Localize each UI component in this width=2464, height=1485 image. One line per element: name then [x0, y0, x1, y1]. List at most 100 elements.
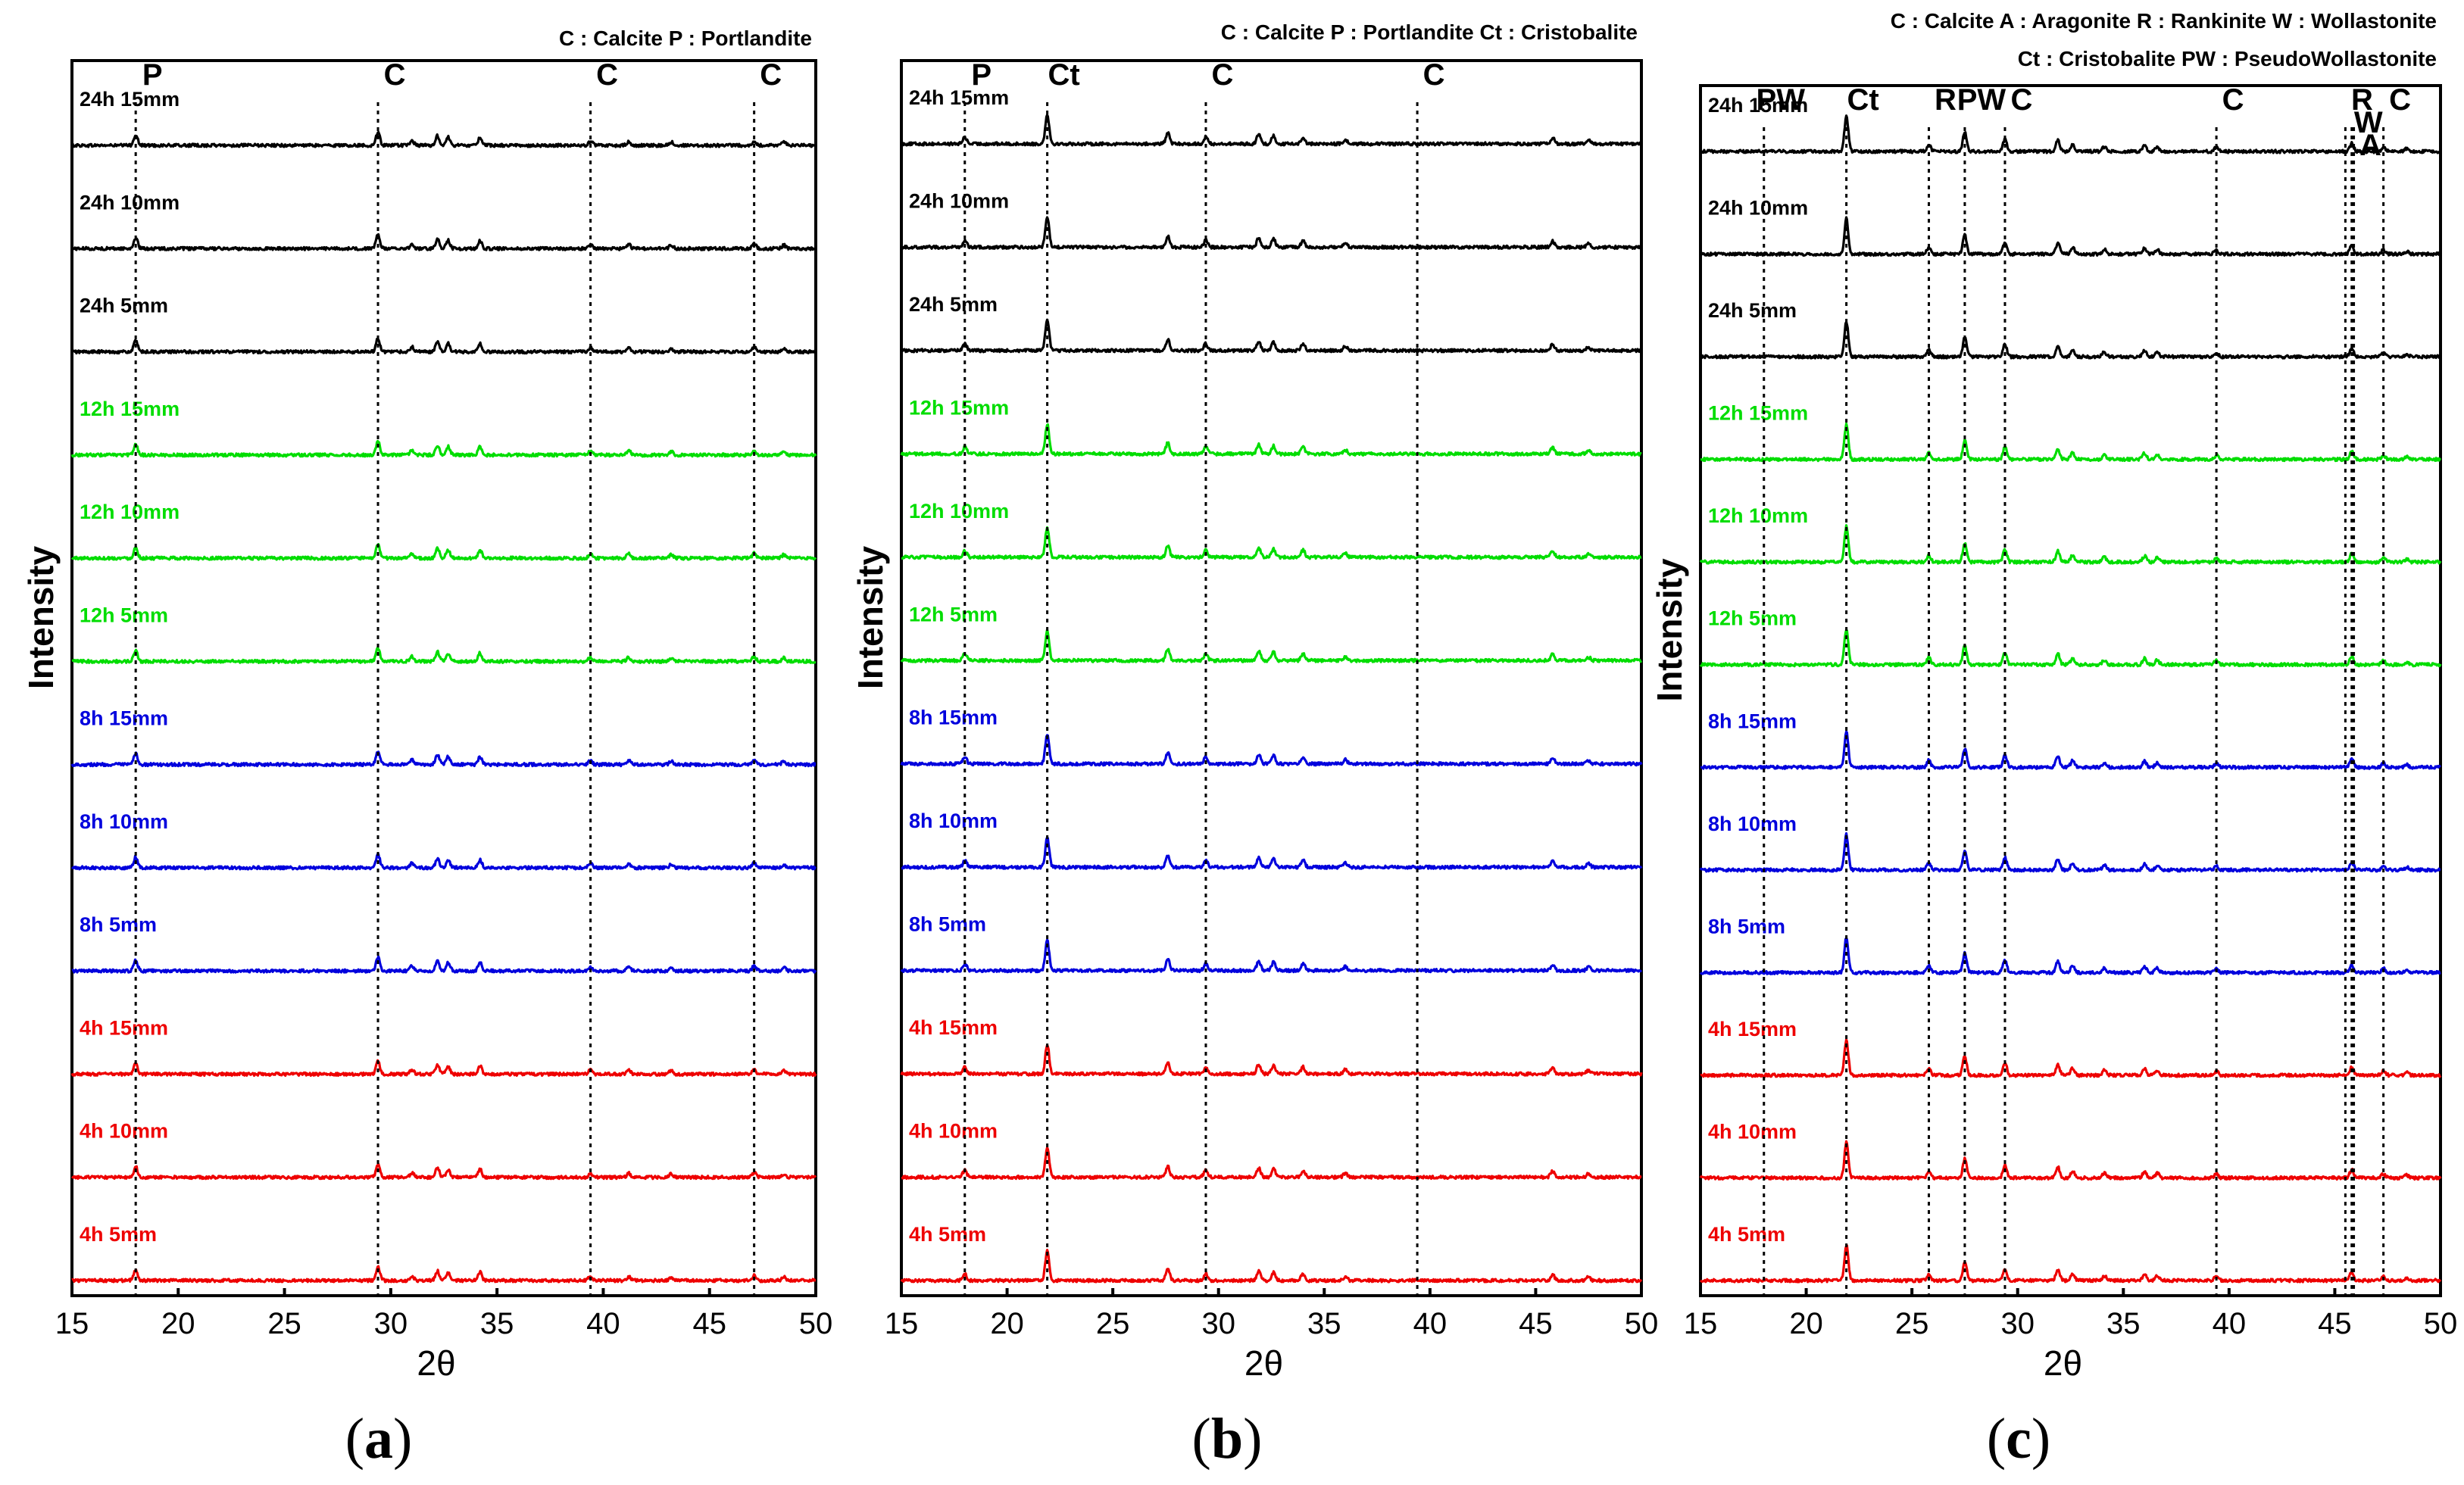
phase-marker-label: C — [1423, 58, 1445, 92]
series-name: 8h 15mm — [909, 707, 998, 729]
series-trace — [70, 543, 817, 561]
plot-frame — [900, 59, 1643, 1297]
x-tick-label: 45 — [1519, 1307, 1553, 1340]
phase-marker-label: PW — [1757, 83, 1806, 117]
phase-marker-label: C — [2222, 83, 2244, 117]
x-tick-label: 30 — [2000, 1307, 2035, 1340]
panel-label-part: c — [2006, 1407, 2031, 1471]
phase-marker-label: A — [2359, 129, 2381, 162]
x-tick-label: 30 — [374, 1307, 408, 1340]
series-trace — [71, 955, 817, 974]
panel-label-part: ) — [393, 1407, 412, 1471]
panel-label: (a) — [345, 1407, 413, 1471]
series-name: 8h 10mm — [80, 810, 168, 833]
series-trace — [901, 836, 1643, 870]
series-trace — [901, 216, 1643, 250]
series-name: 12h 5mm — [1708, 607, 1797, 630]
series-trace — [900, 1044, 1643, 1077]
x-tick-label: 35 — [1307, 1307, 1341, 1340]
phase-marker-label: C — [1212, 58, 1234, 92]
series-trace — [71, 1265, 817, 1284]
series-trace — [900, 423, 1642, 457]
series-name: 24h 10mm — [909, 189, 1009, 212]
legend-text: C : Calcite P : Portlandite — [559, 27, 812, 50]
legend-text: C : Calcite A : Aragonite R : Rankinite … — [1891, 9, 2437, 33]
series-name: 8h 5mm — [909, 913, 986, 936]
panel-label-part: ( — [1987, 1407, 2006, 1471]
series-name: 12h 15mm — [909, 396, 1009, 419]
series-name: 4h 10mm — [909, 1120, 998, 1143]
series-name: 4h 10mm — [80, 1120, 168, 1143]
x-axis-label: 2θ — [2044, 1343, 2082, 1383]
x-tick-label: 50 — [799, 1307, 833, 1340]
panel-label-part: ( — [345, 1407, 364, 1471]
series-trace — [900, 318, 1643, 354]
x-tick-label: 25 — [1895, 1307, 1929, 1340]
x-tick-label: 45 — [2318, 1307, 2352, 1340]
x-axis-label: 2θ — [1244, 1343, 1283, 1383]
y-axis-label: Intensity — [851, 546, 890, 690]
series-name: 12h 10mm — [909, 500, 1009, 523]
series-name: 24h 10mm — [1708, 197, 1808, 220]
series-name: 24h 15mm — [1708, 94, 1808, 117]
series-name: 4h 15mm — [80, 1016, 168, 1039]
phase-marker-label: P — [142, 58, 163, 92]
series-name: 24h 15mm — [909, 86, 1009, 109]
series-name: 8h 10mm — [1708, 813, 1797, 835]
series-trace — [1699, 629, 2442, 668]
series-trace — [900, 629, 1643, 663]
series-name: 24h 5mm — [1708, 299, 1797, 322]
series-name: 4h 15mm — [1708, 1018, 1797, 1040]
series-trace — [900, 734, 1643, 767]
series-trace — [1699, 1140, 2442, 1181]
chart-panel-a: 15 20 25 30 35 40 45 50 2θ Intensity C : Calcite P… — [21, 27, 832, 1471]
series-name: 12h 10mm — [1708, 504, 1808, 527]
series-trace — [70, 232, 817, 251]
series-trace — [901, 1146, 1642, 1181]
x-tick-label: 50 — [2424, 1307, 2458, 1340]
series-name: 24h 5mm — [909, 293, 998, 316]
series-name: 4h 10mm — [1708, 1120, 1797, 1143]
panel-label-part: ) — [1243, 1407, 1262, 1471]
x-tick-label: 15 — [55, 1307, 89, 1340]
phase-marker-label: C — [2389, 83, 2411, 117]
phase-marker-label: C — [596, 58, 618, 92]
series-trace — [1699, 937, 2441, 975]
series-name: 4h 5mm — [80, 1223, 157, 1246]
x-tick-label: 30 — [1201, 1307, 1235, 1340]
phase-marker-label: P — [971, 58, 992, 92]
series-trace — [900, 938, 1643, 974]
series-trace — [70, 750, 817, 768]
series-name: 12h 5mm — [80, 604, 168, 626]
series-name: 12h 15mm — [80, 398, 180, 420]
x-tick-label: 20 — [161, 1307, 195, 1340]
series-trace — [1700, 730, 2442, 770]
x-tick-label: 45 — [692, 1307, 726, 1340]
x-tick-label: 35 — [480, 1307, 514, 1340]
series-trace — [70, 130, 817, 148]
series-name: 4h 15mm — [909, 1016, 998, 1039]
panel-label-part: ) — [2031, 1407, 2050, 1471]
x-tick-label: 15 — [1684, 1307, 1718, 1340]
series-name: 8h 10mm — [909, 810, 998, 832]
legend-text: Ct : Cristobalite PW : PseudoWollastonit… — [2018, 47, 2437, 70]
series-name: 4h 5mm — [1708, 1223, 1785, 1246]
series-name: 12h 5mm — [909, 603, 998, 626]
series-trace — [71, 338, 817, 355]
x-tick-label: 35 — [2106, 1307, 2141, 1340]
x-tick-label: 20 — [1789, 1307, 1823, 1340]
series-trace — [1700, 114, 2442, 154]
legend-text: C : Calcite P : Portlandite Ct : Cristob… — [1221, 20, 1638, 44]
series-trace — [1699, 831, 2441, 873]
panel-label-part: b — [1211, 1407, 1243, 1471]
chart-panel-c: 15 20 25 30 35 40 45 50 2θ Intensity C : Calcite A… — [1650, 9, 2457, 1471]
panel-label: (b) — [1192, 1407, 1263, 1471]
series-trace — [1699, 216, 2441, 257]
x-tick-label: 40 — [1413, 1307, 1447, 1340]
series-trace — [1699, 1244, 2442, 1284]
panel-label-part: ( — [1192, 1407, 1211, 1471]
x-tick-label: 25 — [1096, 1307, 1130, 1340]
plot-frame — [70, 59, 817, 1297]
phase-marker-label: W — [2354, 106, 2383, 139]
